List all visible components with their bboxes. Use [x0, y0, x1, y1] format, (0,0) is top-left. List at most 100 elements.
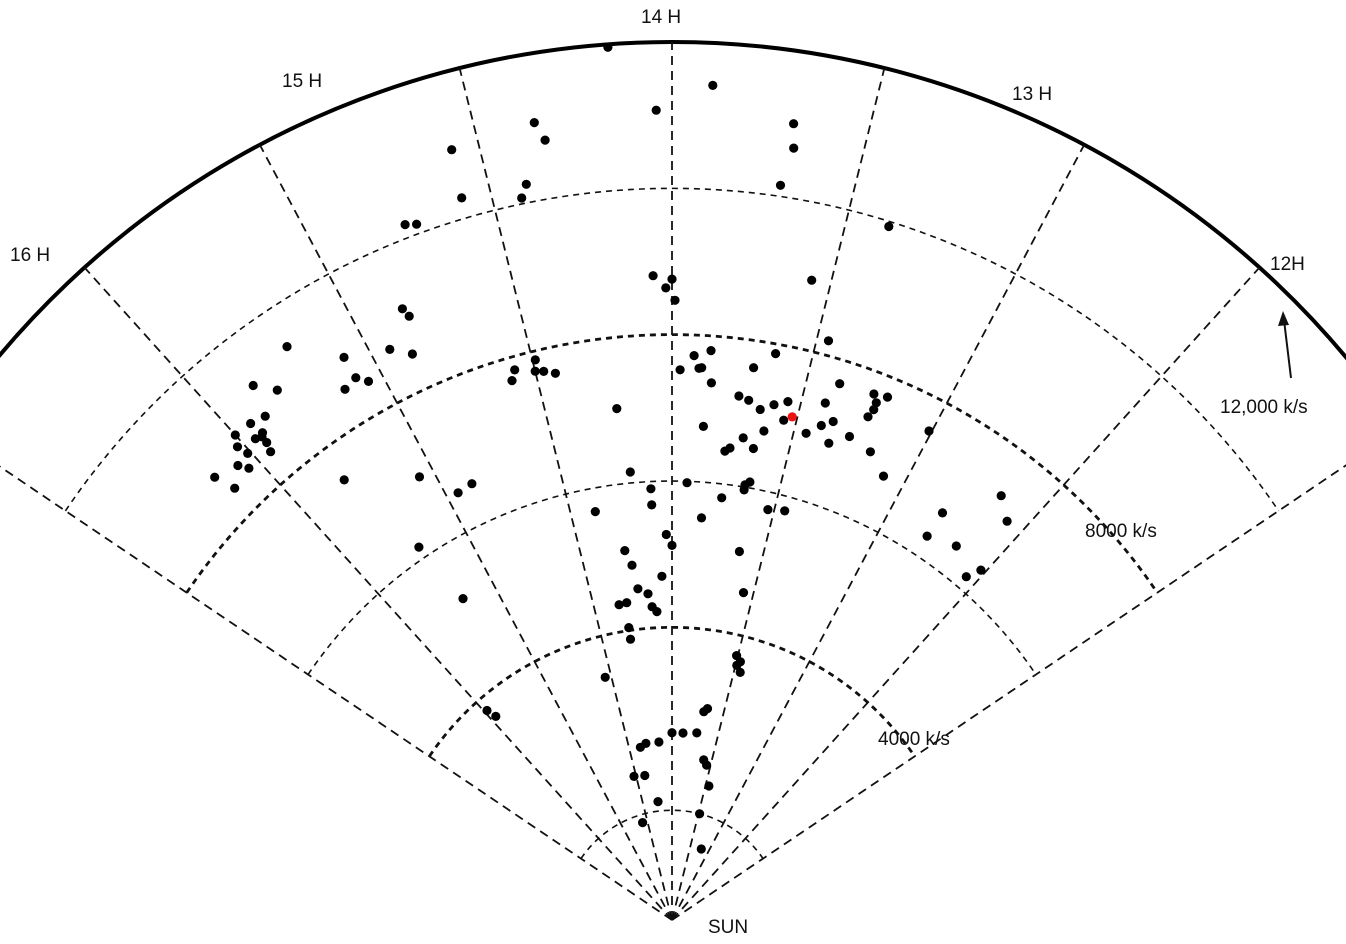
galaxy-point [744, 395, 754, 405]
galaxy-point [624, 623, 634, 633]
galaxy-point [622, 598, 632, 608]
galaxy-point [654, 737, 664, 747]
galaxy-point [657, 571, 667, 581]
velocity-label-4000: 4000 k/s [878, 729, 950, 750]
galaxy-point [801, 428, 811, 438]
galaxy-point [828, 416, 838, 427]
galaxy-point [414, 542, 424, 552]
galaxy-point [282, 342, 292, 352]
galaxy-point [780, 506, 790, 516]
galaxy-point [807, 275, 817, 285]
galaxy-point [769, 400, 779, 410]
galaxy-point [696, 844, 706, 854]
galaxy-point [717, 493, 727, 503]
galaxy-point [638, 818, 648, 828]
galaxy-point [844, 431, 855, 442]
galaxy-point [397, 304, 407, 314]
galaxy-point [738, 588, 749, 598]
galaxy-point [695, 809, 705, 819]
galaxy-point [704, 781, 714, 791]
galaxy-point [667, 728, 677, 738]
galaxy-point [996, 491, 1006, 501]
galaxy-point [878, 471, 889, 481]
galaxy-point [924, 426, 934, 436]
galaxy-point [246, 418, 256, 429]
galaxy-point [614, 600, 624, 610]
galaxy-point [230, 483, 240, 493]
galaxy-point [521, 179, 531, 189]
galaxy-point [625, 634, 636, 644]
galaxy-point [749, 363, 759, 373]
wedge-labels: 16 H 15 H 14 H 13 H 12H 4000 k/s 8000 k/… [10, 7, 1308, 938]
galaxy-point [667, 540, 677, 551]
galaxy-point [961, 572, 971, 582]
galaxy-point [771, 349, 781, 359]
ra-label-13h: 13 H [1012, 84, 1052, 105]
galaxy-point [530, 355, 540, 365]
galaxy-point [735, 667, 745, 678]
galaxy-point [243, 448, 253, 458]
galaxy-point [698, 421, 709, 431]
galaxy-point [779, 415, 789, 425]
galaxy-point [510, 365, 520, 375]
wedge-edge-16h [0, 465, 673, 921]
galaxy-point [447, 145, 457, 155]
galaxy-point [590, 507, 600, 517]
galaxy-point [507, 376, 517, 386]
ra-label-12h: 12H [1270, 254, 1305, 275]
velocity-arrow-shaft [1283, 319, 1292, 379]
galaxy-point [491, 711, 501, 722]
galaxy-point [210, 472, 220, 482]
galaxy-point [407, 349, 417, 359]
galaxy-point [937, 508, 948, 518]
galaxy-point [230, 430, 240, 440]
galaxy-point [400, 220, 410, 230]
ra-spoke-12-5h [671, 266, 1261, 921]
velocity-arrow-head [1278, 311, 1289, 326]
velocity-label-8000: 8000 k/s [1085, 521, 1157, 542]
galaxy-point [823, 336, 834, 346]
galaxy-point [648, 271, 658, 281]
galaxy-point [661, 529, 671, 540]
galaxy-point [689, 351, 699, 361]
wedge-edge-12h [671, 464, 1346, 921]
galaxy-point [732, 660, 742, 671]
galaxy-point [629, 771, 639, 782]
galaxy-point [539, 366, 549, 376]
galaxy-point [739, 485, 749, 495]
galaxy-point [763, 505, 773, 515]
ra-spoke-15h [259, 144, 673, 921]
galaxy-point [869, 389, 879, 399]
velocity-label-12000: 12,000 k/s [1220, 397, 1308, 418]
galaxy-point [824, 438, 834, 448]
galaxy-point [647, 500, 657, 510]
galaxy-point [667, 274, 677, 284]
galaxy-point [457, 193, 467, 203]
galaxy-point [612, 404, 622, 414]
galaxy-point [738, 433, 748, 443]
ra-spoke-14-5h [458, 67, 673, 921]
galaxy-point [550, 368, 561, 378]
galaxy-points [210, 42, 1012, 854]
galaxy-point [652, 607, 662, 617]
galaxy-point [755, 404, 765, 415]
galaxy-point [646, 484, 656, 494]
ra-label-14h: 14 H [641, 7, 681, 28]
galaxy-point [951, 541, 961, 551]
galaxy-point [706, 346, 716, 356]
ra-label-15h: 15 H [282, 71, 322, 92]
galaxy-point [863, 412, 873, 422]
ra-spoke-13-5h [671, 67, 886, 921]
galaxy-point [661, 283, 671, 293]
velocity-arrow [1278, 311, 1292, 379]
galaxy-point [233, 460, 243, 471]
galaxy-point [653, 797, 663, 807]
galaxy-point [385, 344, 395, 354]
galaxy-point [620, 546, 630, 556]
galaxy-point [248, 380, 258, 391]
galaxy-point [682, 478, 692, 488]
galaxy-point [643, 589, 653, 599]
galaxy-point [670, 295, 680, 305]
galaxy-point [678, 728, 688, 738]
